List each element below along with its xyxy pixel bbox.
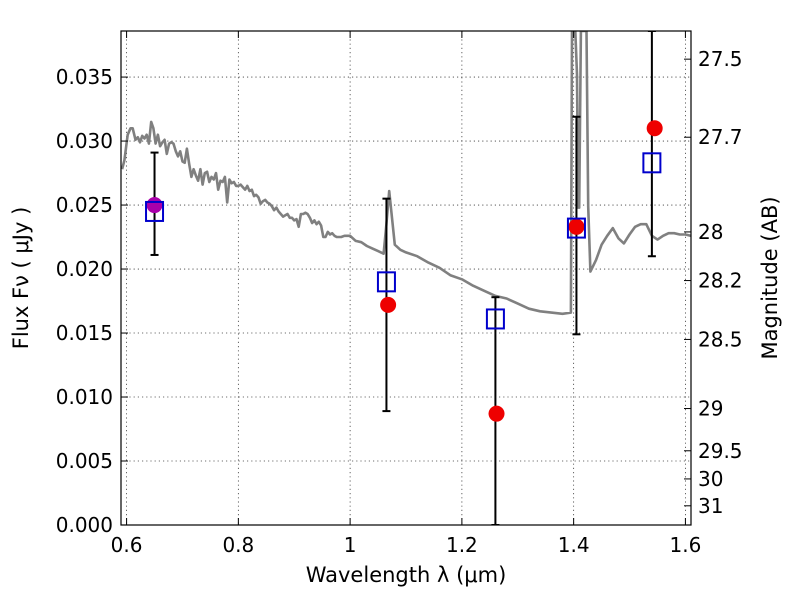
y-tick-label: 0.010 — [56, 385, 113, 409]
y-tick-label: 0.030 — [56, 129, 113, 153]
axes: 0.6 0.8 1 1.2 1.4 1.6 0.000 0.005 0.010 0.015 0.02… — [56, 31, 743, 557]
magnitude-tick-label: 29 — [698, 397, 723, 421]
model-band-square — [566, 217, 586, 239]
measured-point — [146, 197, 163, 214]
magnitude-tick-label: 28.2 — [698, 269, 743, 293]
model-spectrum-line — [121, 31, 691, 316]
magnitude-tick-label: 27.7 — [698, 125, 743, 149]
y-axis-title: Flux Fν ( μJy ) — [9, 207, 33, 350]
y-tick-label: 0.015 — [56, 321, 113, 345]
magnitude-tick-label: 28.5 — [698, 327, 743, 351]
y-tick-label: 0.000 — [56, 513, 113, 537]
model-band-square — [145, 200, 165, 222]
magnitude-tick-label: 27.5 — [698, 47, 743, 71]
measured-point — [488, 405, 505, 422]
right-axis-title: Magnitude (AB) — [758, 196, 782, 359]
magnitude-tick-label: 29.5 — [698, 439, 743, 463]
grid — [121, 31, 691, 526]
x-tick-label: 0.6 — [111, 533, 143, 557]
x-tick-label: 0.8 — [222, 533, 254, 557]
model-band-square — [376, 271, 396, 293]
x-tick-label: 1.6 — [670, 533, 702, 557]
magnitude-tick-label: 31 — [698, 494, 723, 518]
magnitude-tick-label: 30 — [698, 467, 723, 491]
plot-frame — [120, 30, 692, 526]
plot-area — [121, 31, 691, 525]
x-tick-label: 1 — [344, 533, 357, 557]
measured-point — [568, 218, 585, 235]
x-tick-label: 1.2 — [446, 533, 478, 557]
magnitude-tick-label: 28 — [698, 220, 723, 244]
x-tick-label: 1.4 — [558, 533, 590, 557]
y-tick-label: 0.035 — [56, 65, 113, 89]
measured-point — [380, 296, 397, 313]
model-band-square — [642, 152, 662, 174]
model-band-square — [485, 308, 505, 330]
y-tick-label: 0.020 — [56, 257, 113, 281]
x-axis-title: Wavelength λ (μm) — [306, 563, 507, 587]
measured-point — [646, 120, 663, 137]
y-tick-label: 0.025 — [56, 193, 113, 217]
y-tick-label: 0.005 — [56, 449, 113, 473]
